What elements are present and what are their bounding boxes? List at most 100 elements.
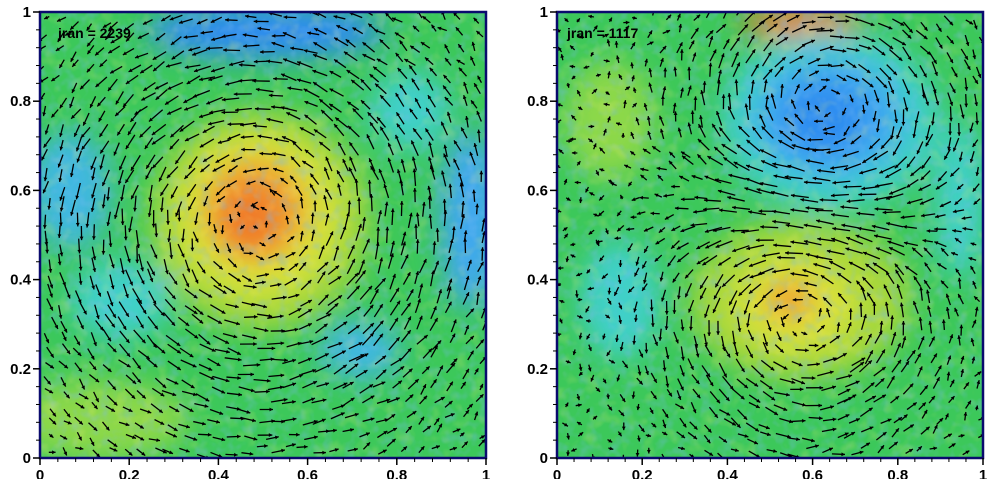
vector-arrowhead [959, 324, 964, 329]
vector-arrowhead [69, 173, 74, 177]
vector-arrowhead [685, 293, 689, 298]
vector-arrowhead [380, 126, 384, 131]
vector-arrowhead [840, 35, 844, 39]
vector-arrowhead [236, 212, 241, 217]
vector-arrowhead [911, 350, 916, 355]
vector-arrowhead [159, 208, 164, 212]
vector-arrowhead [333, 428, 337, 433]
vector-arrowhead [274, 435, 279, 440]
vector-arrowhead [954, 238, 959, 242]
vector-arrowhead [115, 100, 120, 105]
vector-arrowhead [110, 39, 115, 44]
vector-arrowhead [696, 394, 701, 399]
vector-arrowhead [766, 432, 771, 437]
vector-arrowhead [871, 395, 876, 400]
vector-arrowhead [369, 323, 374, 327]
vector-arrowhead [576, 272, 581, 277]
vector-arrowhead [741, 5, 745, 9]
vector-arrowhead [667, 14, 672, 19]
vector-arrowhead [42, 225, 47, 229]
vector-arrowhead [349, 382, 354, 386]
vector-arrowhead [336, 170, 341, 175]
vector-arrowhead [78, 436, 82, 441]
vector-arrowhead [44, 15, 49, 20]
vector-arrowhead [431, 24, 436, 29]
vector-arrowhead [342, 364, 347, 369]
vector-arrowhead [801, 380, 805, 385]
vector-arrowhead [90, 355, 95, 360]
vector-arrowhead [75, 147, 80, 152]
vector-arrowhead [449, 239, 454, 244]
vector-arrowhead [70, 211, 74, 216]
vector-arrowhead [596, 387, 601, 392]
vector-arrowhead [439, 365, 443, 370]
vector-arrowhead [412, 25, 417, 30]
vector-arrowhead [895, 269, 900, 274]
vector-arrowhead [723, 373, 727, 378]
vector-arrowhead [905, 266, 910, 270]
vector-arrowhead [633, 308, 637, 313]
vector-arrowhead [428, 214, 433, 218]
vector-arrowhead [778, 140, 783, 144]
vector-arrowhead [680, 151, 685, 156]
vector-arrowhead [850, 140, 855, 145]
vector-arrowhead [185, 283, 190, 288]
vector-arrowhead [329, 71, 334, 75]
vector-arrowhead [949, 117, 953, 122]
vector-arrowhead [923, 73, 927, 78]
vector-arrowhead [588, 14, 593, 19]
vector-arrowhead [564, 233, 568, 238]
vector-arrowhead [69, 103, 73, 108]
vector-arrowhead [311, 229, 316, 234]
vector-arrowhead [274, 137, 278, 142]
vector-arrowhead [354, 363, 359, 368]
vector-arrowhead [185, 448, 190, 453]
vector-arrowhead [713, 295, 718, 300]
vector-arrowhead [294, 327, 299, 332]
vector-arrowhead [919, 286, 924, 291]
vector-arrowhead [236, 351, 241, 355]
vector-arrowhead [465, 292, 470, 297]
vector-arrowhead [903, 225, 907, 229]
vector-arrowhead [386, 398, 391, 403]
vector-arrowhead [881, 394, 886, 399]
vector-arrowhead [752, 126, 757, 131]
vector-arrow [717, 452, 724, 458]
vector-arrowhead [77, 249, 82, 254]
vector-arrowhead [706, 373, 711, 378]
vector-arrowhead [894, 263, 899, 268]
vector-arrowhead [649, 307, 654, 312]
vector-arrowhead [957, 335, 962, 339]
vector-arrowhead [779, 348, 784, 353]
vector-arrowhead [369, 304, 374, 309]
vector-arrowhead [639, 195, 644, 200]
vector-arrowhead [706, 439, 711, 444]
vector-arrowhead [934, 424, 938, 429]
vector-arrowhead [199, 77, 203, 82]
vector-arrowhead [469, 151, 474, 156]
vector-arrowhead [814, 208, 819, 213]
vector-arrowhead [779, 130, 784, 135]
vector-arrowhead [234, 304, 239, 309]
vector-arrowhead [379, 257, 384, 262]
vector-arrowhead [832, 385, 836, 390]
vector-arrowhead [251, 205, 256, 209]
vector-arrowhead [428, 156, 432, 161]
vector-arrowhead [664, 311, 669, 315]
vector-arrowhead [872, 117, 877, 122]
vector-arrowhead [479, 394, 484, 399]
vector-arrowhead [474, 368, 479, 373]
vector-arrowhead [435, 445, 440, 449]
vector-arrowhead [469, 335, 474, 340]
vector-arrowhead [135, 54, 139, 59]
vector-arrow [736, 12, 741, 16]
vector-arrowhead [698, 124, 702, 129]
vector-arrowhead [481, 439, 486, 444]
vector-arrowhead [268, 433, 273, 438]
vector-arrowhead [49, 364, 54, 369]
vector-arrowhead [700, 284, 704, 289]
vector-arrowhead [618, 305, 623, 310]
vector-arrowhead [631, 394, 636, 399]
vector-arrowhead [652, 395, 657, 400]
vector-arrowhead [296, 214, 301, 219]
